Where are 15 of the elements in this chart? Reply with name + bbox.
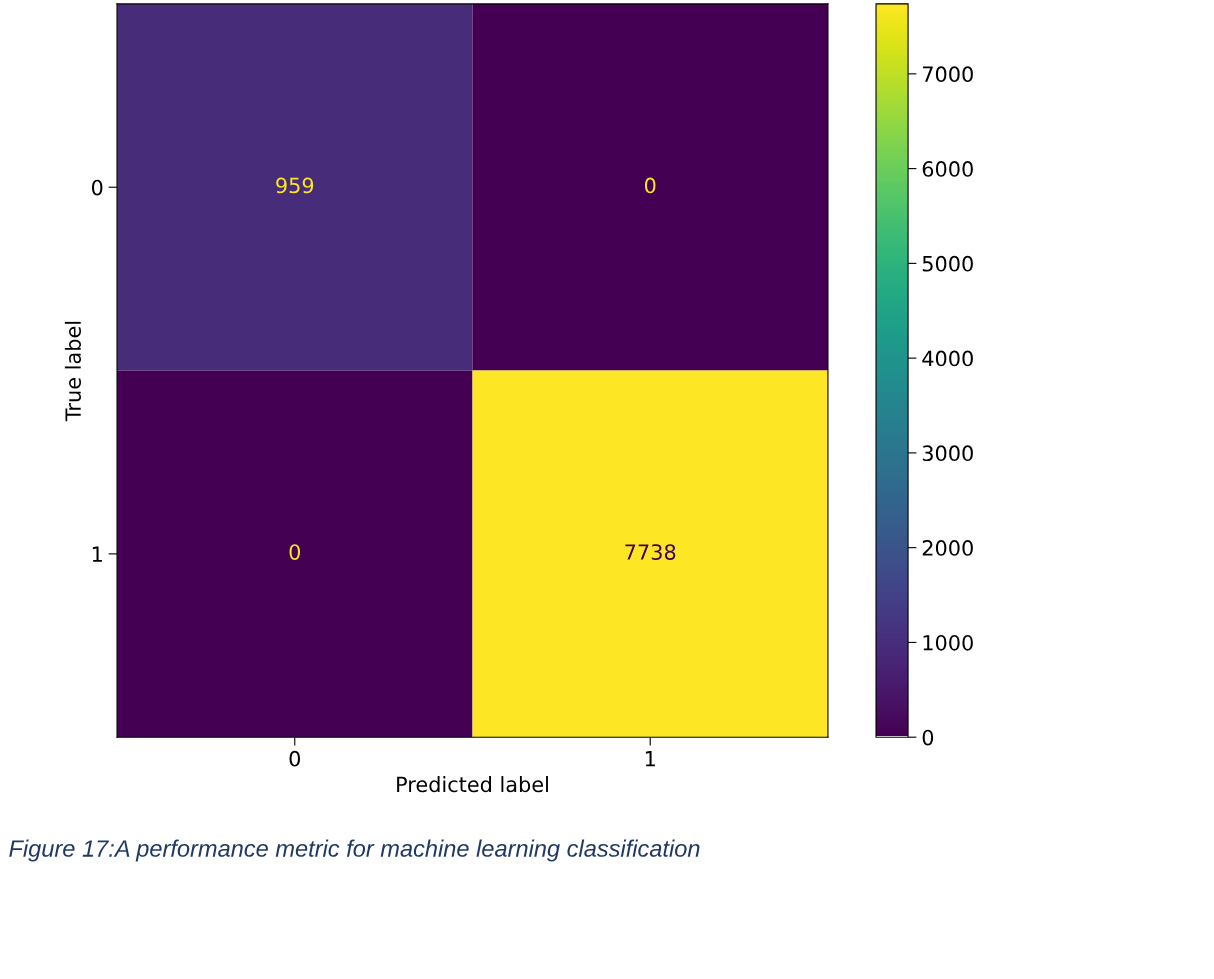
data-label: 0 (289, 544, 300, 560)
data-label: 0 (644, 177, 656, 194)
color-bar-label: 2000 (922, 540, 973, 556)
color-bar-label: 1000 (923, 634, 973, 651)
color-bar-label: 6000 (922, 161, 973, 177)
color-bar-label: 3000 (922, 445, 973, 462)
color-bar-label: 5000 (922, 255, 973, 272)
caption: Figure 17:A performance metric for machine learning classification (9, 839, 700, 862)
color-bar-label: 7000 (922, 66, 973, 83)
y-axis-title: True label (64, 321, 81, 422)
color-bar-label: 4000 (922, 350, 973, 367)
x-axis-title: Predicted label (397, 776, 548, 793)
data-label: 959 (276, 177, 314, 194)
data-label: 7738 (625, 544, 676, 560)
color-bar-label: 0 (922, 729, 934, 746)
